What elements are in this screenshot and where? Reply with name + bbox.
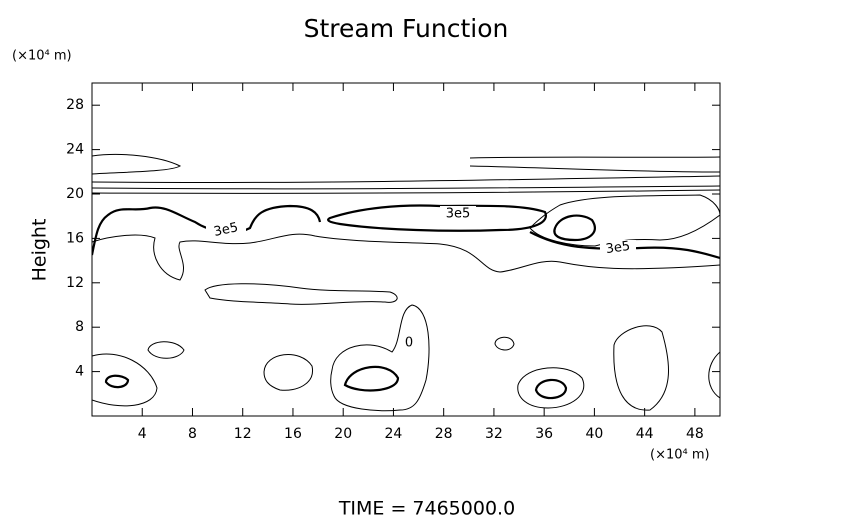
contour-line — [92, 185, 720, 190]
contour-line — [147, 341, 185, 359]
x-tick-label: 32 — [485, 426, 503, 442]
contour-line — [534, 378, 568, 400]
contour-line — [92, 175, 720, 184]
x-tick-label: 28 — [435, 426, 453, 442]
contour-line — [330, 304, 430, 412]
y-tick-label: 24 — [66, 142, 84, 158]
y-tick-label: 16 — [66, 230, 84, 246]
y-axis-label: Height — [29, 219, 51, 282]
contour-line — [529, 194, 720, 247]
footer-text: TIME = 7465000.0 — [338, 498, 515, 519]
x-tick-label: 16 — [284, 426, 302, 442]
contour-line — [553, 214, 596, 242]
contour-line — [204, 283, 398, 305]
contour-line — [92, 353, 158, 407]
x-tick-label: 24 — [385, 426, 403, 442]
x-tick-label: 36 — [535, 426, 553, 442]
contour-line — [327, 204, 548, 232]
contour-line — [104, 374, 130, 389]
x-tick-label: 12 — [234, 426, 252, 442]
x-tick-label: 8 — [188, 426, 197, 442]
contours — [92, 154, 720, 412]
x-tick-label: 4 — [138, 426, 147, 442]
contour-label: 3e5 — [212, 220, 239, 240]
y-tick-label: 20 — [66, 186, 84, 202]
contour-line — [517, 367, 585, 409]
contour-label-bg — [440, 206, 476, 222]
contour-label-bg — [206, 222, 246, 238]
x-tick-label: 44 — [636, 426, 654, 442]
y-tick-label: 4 — [75, 364, 84, 380]
contour-line — [469, 165, 720, 173]
contour-line — [92, 233, 720, 281]
contour-line — [263, 354, 313, 391]
x-tick-label: 48 — [686, 426, 704, 442]
contour-line — [92, 189, 720, 194]
chart-title: Stream Function — [304, 14, 509, 43]
x-unit-label: (×10⁴ m) — [650, 448, 710, 463]
contour-label: 3e5 — [446, 207, 471, 222]
contour-line — [469, 156, 720, 159]
contour-line — [92, 154, 182, 175]
contour-line — [92, 204, 322, 256]
y-tick-label: 12 — [66, 275, 84, 291]
x-tick-label: 40 — [585, 426, 603, 442]
contour-line — [529, 231, 720, 260]
contour-line — [343, 365, 400, 392]
y-unit-label: (×10⁴ m) — [12, 49, 72, 64]
y-tick-label: 8 — [75, 319, 84, 335]
contour-label: 0 — [405, 336, 413, 351]
x-tick-label: 20 — [334, 426, 352, 442]
plot-frame — [91, 82, 721, 417]
contour-label: 3e5 — [605, 239, 631, 257]
contour-line — [494, 336, 515, 351]
y-tick-label: 28 — [66, 97, 84, 113]
contour-line — [708, 351, 720, 399]
contour-label-bg — [600, 240, 636, 256]
contour-line — [613, 325, 669, 411]
